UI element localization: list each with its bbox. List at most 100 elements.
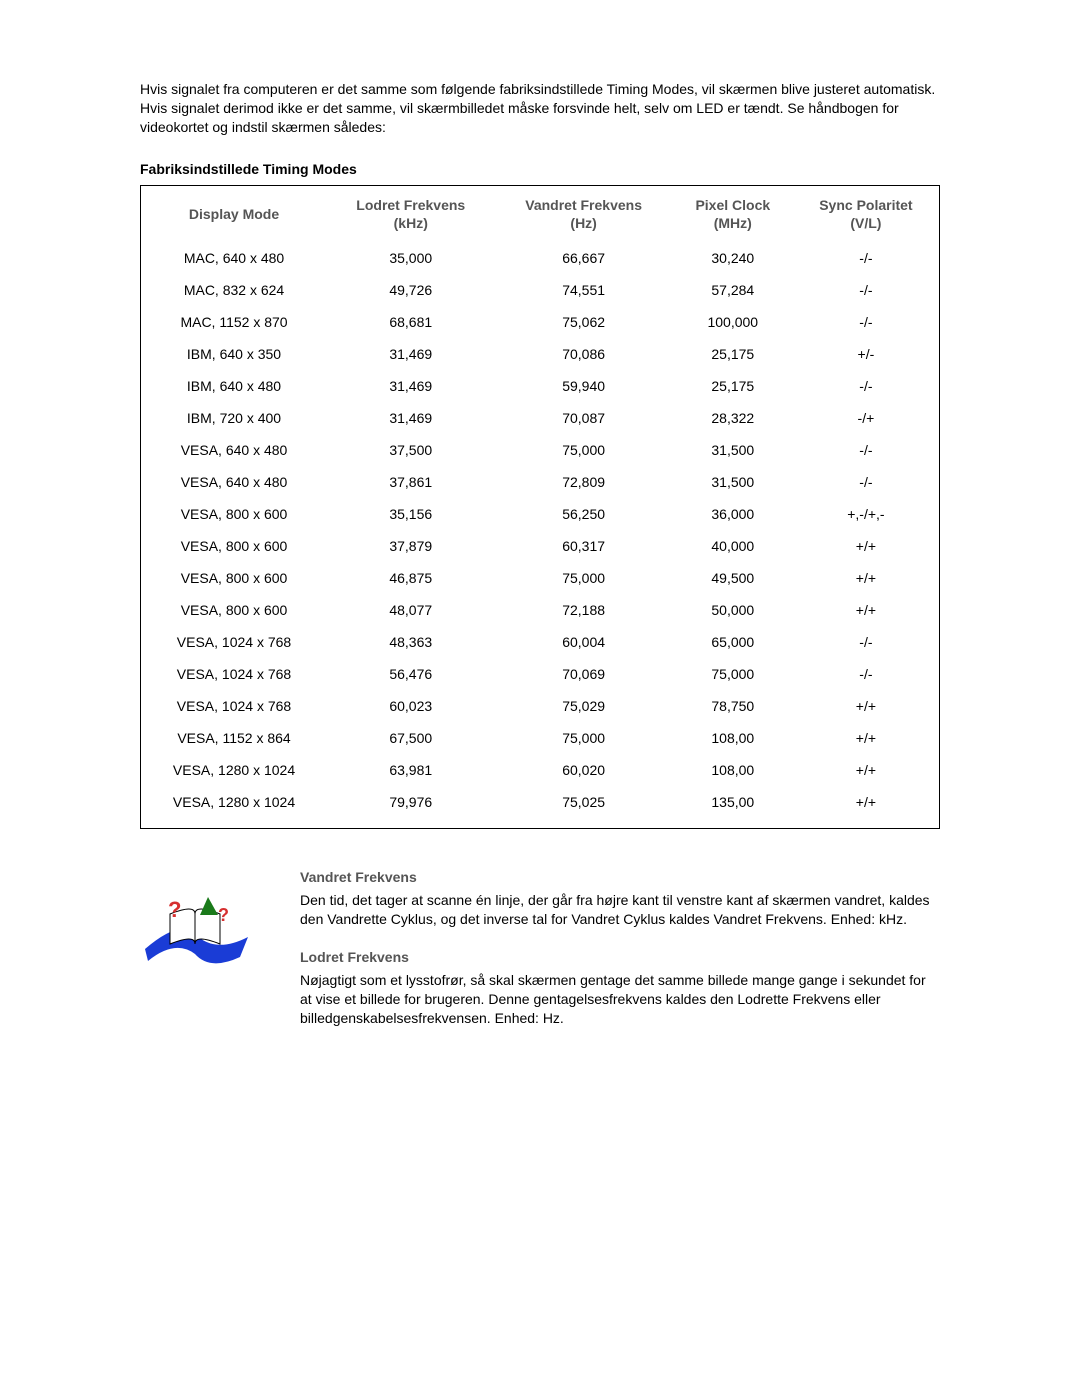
table-cell: +/+ bbox=[793, 690, 940, 722]
table-row: MAC, 640 x 48035,00066,66730,240-/- bbox=[141, 242, 940, 274]
table-row: VESA, 1024 x 76860,02375,02978,750+/+ bbox=[141, 690, 940, 722]
table-cell: -/- bbox=[793, 626, 940, 658]
table-cell: 35,156 bbox=[327, 498, 494, 530]
table-cell: 75,029 bbox=[495, 690, 673, 722]
table-cell: 75,000 bbox=[673, 658, 793, 690]
table-row: IBM, 640 x 35031,46970,08625,175+/- bbox=[141, 338, 940, 370]
table-cell: 68,681 bbox=[327, 306, 494, 338]
table-cell: 60,020 bbox=[495, 754, 673, 786]
table-cell: -/+ bbox=[793, 402, 940, 434]
table-cell: 63,981 bbox=[327, 754, 494, 786]
table-cell: 56,250 bbox=[495, 498, 673, 530]
book-question-icon: ? ? bbox=[140, 889, 250, 969]
table-cell: 65,000 bbox=[673, 626, 793, 658]
definition-title: Lodret Frekvens bbox=[300, 949, 940, 965]
table-cell: 57,284 bbox=[673, 274, 793, 306]
table-row: VESA, 1280 x 102463,98160,020108,00+/+ bbox=[141, 754, 940, 786]
col-header-3: Pixel Clock(MHz) bbox=[673, 185, 793, 242]
table-cell: -/- bbox=[793, 466, 940, 498]
table-row: IBM, 720 x 40031,46970,08728,322-/+ bbox=[141, 402, 940, 434]
table-cell: 36,000 bbox=[673, 498, 793, 530]
definition-block: Vandret FrekvensDen tid, det tager at sc… bbox=[300, 869, 940, 929]
table-cell: 56,476 bbox=[327, 658, 494, 690]
svg-text:?: ? bbox=[218, 905, 229, 925]
table-cell: 74,551 bbox=[495, 274, 673, 306]
table-cell: -/- bbox=[793, 274, 940, 306]
table-cell: 100,000 bbox=[673, 306, 793, 338]
table-row: MAC, 832 x 62449,72674,55157,284-/- bbox=[141, 274, 940, 306]
table-cell: VESA, 800 x 600 bbox=[141, 530, 328, 562]
table-cell: 48,077 bbox=[327, 594, 494, 626]
table-cell: 28,322 bbox=[673, 402, 793, 434]
table-row: VESA, 800 x 60037,87960,31740,000+/+ bbox=[141, 530, 940, 562]
table-cell: 70,087 bbox=[495, 402, 673, 434]
table-cell: +/+ bbox=[793, 754, 940, 786]
table-cell: VESA, 800 x 600 bbox=[141, 594, 328, 626]
table-cell: 75,062 bbox=[495, 306, 673, 338]
table-cell: +/+ bbox=[793, 562, 940, 594]
table-cell: 40,000 bbox=[673, 530, 793, 562]
definitions-icon: ? ? bbox=[140, 869, 300, 972]
table-cell: IBM, 640 x 350 bbox=[141, 338, 328, 370]
table-row: VESA, 800 x 60046,87575,00049,500+/+ bbox=[141, 562, 940, 594]
timing-modes-table: Display ModeLodret Frekvens(kHz)Vandret … bbox=[140, 185, 940, 829]
table-cell: IBM, 720 x 400 bbox=[141, 402, 328, 434]
definitions-section: ? ? Vandret FrekvensDen tid, det tager a… bbox=[140, 869, 940, 1047]
table-row: VESA, 640 x 48037,86172,80931,500-/- bbox=[141, 466, 940, 498]
table-cell: +/+ bbox=[793, 530, 940, 562]
table-cell: 50,000 bbox=[673, 594, 793, 626]
table-cell: 135,00 bbox=[673, 786, 793, 829]
section-title: Fabriksindstillede Timing Modes bbox=[140, 161, 940, 177]
table-row: MAC, 1152 x 87068,68175,062100,000-/- bbox=[141, 306, 940, 338]
table-cell: 75,000 bbox=[495, 722, 673, 754]
table-cell: 37,879 bbox=[327, 530, 494, 562]
table-cell: 31,469 bbox=[327, 370, 494, 402]
table-cell: +,-/+,- bbox=[793, 498, 940, 530]
table-cell: 70,086 bbox=[495, 338, 673, 370]
table-cell: 70,069 bbox=[495, 658, 673, 690]
table-cell: 48,363 bbox=[327, 626, 494, 658]
table-row: VESA, 1280 x 102479,97675,025135,00+/+ bbox=[141, 786, 940, 829]
table-cell: VESA, 1024 x 768 bbox=[141, 690, 328, 722]
col-header-4: Sync Polaritet(V/L) bbox=[793, 185, 940, 242]
definition-body: Nøjagtigt som et lysstofrør, så skal skæ… bbox=[300, 971, 940, 1028]
table-cell: -/- bbox=[793, 658, 940, 690]
table-cell: 60,023 bbox=[327, 690, 494, 722]
col-header-2: Vandret Frekvens(Hz) bbox=[495, 185, 673, 242]
table-cell: +/+ bbox=[793, 594, 940, 626]
table-cell: 37,500 bbox=[327, 434, 494, 466]
table-cell: -/- bbox=[793, 370, 940, 402]
table-cell: 67,500 bbox=[327, 722, 494, 754]
table-cell: VESA, 640 x 480 bbox=[141, 434, 328, 466]
table-cell: 37,861 bbox=[327, 466, 494, 498]
table-row: VESA, 800 x 60035,15656,25036,000+,-/+,- bbox=[141, 498, 940, 530]
table-cell: VESA, 1280 x 1024 bbox=[141, 754, 328, 786]
table-row: VESA, 1024 x 76848,36360,00465,000-/- bbox=[141, 626, 940, 658]
table-cell: MAC, 832 x 624 bbox=[141, 274, 328, 306]
table-cell: 25,175 bbox=[673, 338, 793, 370]
table-row: IBM, 640 x 48031,46959,94025,175-/- bbox=[141, 370, 940, 402]
table-cell: +/- bbox=[793, 338, 940, 370]
table-row: VESA, 1024 x 76856,47670,06975,000-/- bbox=[141, 658, 940, 690]
table-cell: +/+ bbox=[793, 722, 940, 754]
svg-text:?: ? bbox=[168, 897, 181, 922]
table-cell: VESA, 800 x 600 bbox=[141, 562, 328, 594]
table-cell: VESA, 1024 x 768 bbox=[141, 626, 328, 658]
table-cell: 108,00 bbox=[673, 722, 793, 754]
table-cell: VESA, 640 x 480 bbox=[141, 466, 328, 498]
table-cell: -/- bbox=[793, 242, 940, 274]
table-cell: 75,000 bbox=[495, 434, 673, 466]
table-cell: 31,469 bbox=[327, 338, 494, 370]
table-cell: 35,000 bbox=[327, 242, 494, 274]
table-cell: -/- bbox=[793, 306, 940, 338]
col-header-1: Lodret Frekvens(kHz) bbox=[327, 185, 494, 242]
intro-paragraph: Hvis signalet fra computeren er det samm… bbox=[140, 80, 940, 137]
table-cell: 31,500 bbox=[673, 434, 793, 466]
table-cell: VESA, 1152 x 864 bbox=[141, 722, 328, 754]
table-cell: 49,500 bbox=[673, 562, 793, 594]
table-cell: VESA, 1024 x 768 bbox=[141, 658, 328, 690]
table-cell: 49,726 bbox=[327, 274, 494, 306]
table-cell: 75,025 bbox=[495, 786, 673, 829]
definition-block: Lodret Frekvens Nøjagtigt som et lysstofr… bbox=[300, 949, 940, 1028]
definition-title: Vandret Frekvens bbox=[300, 869, 940, 885]
